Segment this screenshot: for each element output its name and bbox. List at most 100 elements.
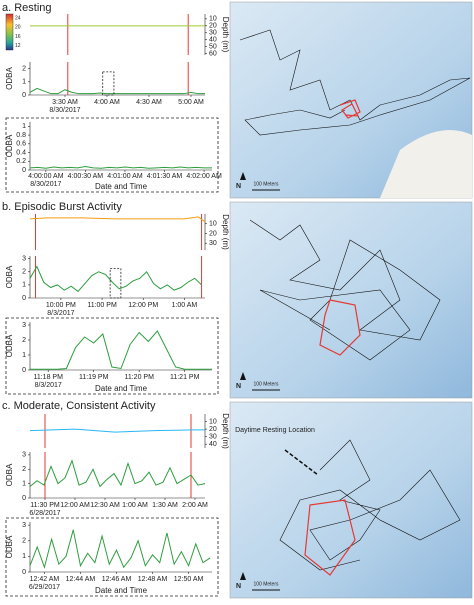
y-tick-label: 10 xyxy=(209,16,217,23)
data-line xyxy=(30,330,212,370)
date-label: 8/30/2017 xyxy=(49,107,80,114)
x-tick-label: 5:00 AM xyxy=(178,99,204,106)
y-tick-label: 0.4 xyxy=(16,149,26,156)
resting-track xyxy=(339,99,361,119)
x-tick-label: 12:44 AM xyxy=(66,576,96,583)
y-axis-label: Depth (m) xyxy=(221,214,230,250)
date-label: 8/3/2017 xyxy=(35,382,62,389)
y-tick-label: 30 xyxy=(209,30,217,37)
y-tick-label: 30 xyxy=(209,240,217,247)
data-line xyxy=(29,459,206,488)
x-tick-label: 3:30 AM xyxy=(52,99,78,106)
map-c xyxy=(229,401,473,599)
land xyxy=(380,130,472,198)
y-tick-label: 0 xyxy=(22,569,26,576)
x-axis-label: Date and Time xyxy=(95,182,148,191)
y-tick-label: 0 xyxy=(22,92,26,99)
y-tick-label: 3 xyxy=(22,522,26,529)
y-tick-label: 1 xyxy=(22,282,26,289)
map-b xyxy=(229,201,473,399)
y-tick-label: 1 xyxy=(22,123,26,130)
y-tick-label: 3 xyxy=(22,255,26,262)
x-tick-label: 4:00:00 AM xyxy=(28,173,64,180)
date-label: 6/28/2017 xyxy=(29,510,60,517)
x-tick-label: 4:02:00 AM xyxy=(186,173,222,180)
scale-label: 100 Meters xyxy=(253,581,279,587)
x-tick-label: 12:46 AM xyxy=(102,576,132,583)
y-tick-label: 10 xyxy=(209,418,217,425)
x-tick-label: 4:30 AM xyxy=(136,99,162,106)
y-tick-label: 1 xyxy=(22,553,26,560)
x-tick-label: 4:01:00 AM xyxy=(107,173,143,180)
x-tick-label: 12:48 AM xyxy=(138,576,168,583)
north-arrow xyxy=(240,372,246,380)
y-axis-label: ODBA xyxy=(5,535,14,558)
y-tick-label: 20 xyxy=(209,426,217,433)
x-tick-label: 12:00 AM xyxy=(60,502,90,509)
data-line xyxy=(29,265,202,293)
x-tick-label: 4:00 AM xyxy=(94,99,120,106)
x-tick-label: 4:01:30 AM xyxy=(147,173,183,180)
date-label: 8/30/2017 xyxy=(30,181,61,188)
y-tick-label: 1 xyxy=(22,480,26,487)
y-tick-label: 2 xyxy=(22,538,26,545)
core-area xyxy=(304,499,356,576)
y-tick-label: 40 xyxy=(209,37,217,44)
x-tick-label: 11:30 PM xyxy=(30,502,60,509)
y-tick-label: 60 xyxy=(209,50,217,57)
y-tick-label: 1 xyxy=(22,79,26,86)
y-tick-label: 0.6 xyxy=(16,141,26,148)
track xyxy=(239,29,471,136)
y-tick-label: 2 xyxy=(22,65,26,72)
y-tick-label: 1 xyxy=(22,352,26,359)
y-axis-label: ODBA xyxy=(5,463,14,486)
x-tick-label: 1:00 AM xyxy=(172,302,198,309)
x-tick-label: 1:30 AM xyxy=(152,502,178,509)
colorbar xyxy=(5,13,14,51)
y-tick-label: 20 xyxy=(209,23,217,30)
x-tick-label: 12:00 PM xyxy=(128,302,158,309)
inset-frame xyxy=(5,517,219,597)
y-tick-label: 2 xyxy=(22,337,26,344)
panel-title: c. Moderate, Consistent Activity xyxy=(2,400,156,412)
north-arrow xyxy=(240,172,246,180)
y-tick-label: 0.8 xyxy=(16,132,26,139)
y-tick-label: 0 xyxy=(22,367,26,374)
data-line xyxy=(29,87,205,95)
y-tick-label: 0 xyxy=(22,295,26,302)
data-line xyxy=(29,216,206,223)
y-tick-label: 0 xyxy=(22,495,26,502)
panel-title: a. Resting xyxy=(2,2,52,14)
date-label: 8/3/2017 xyxy=(47,310,74,317)
core-area xyxy=(319,299,361,356)
inset-window xyxy=(109,268,122,299)
x-axis-label: Date and Time xyxy=(95,384,148,393)
inset-window xyxy=(102,71,115,96)
x-tick-label: 11:18 PM xyxy=(33,374,63,381)
y-tick-label: 30 xyxy=(209,434,217,441)
x-tick-label: 11:19 PM xyxy=(79,374,109,381)
y-axis-label: ODBA xyxy=(5,265,14,288)
x-tick-label: 1:00 AM xyxy=(122,502,148,509)
y-tick-label: 3 xyxy=(22,322,26,329)
x-tick-label: 4:00:30 AM xyxy=(68,173,104,180)
x-axis-label: Date and Time xyxy=(95,586,148,595)
maps: Daytime Resting Location xyxy=(229,1,473,599)
track xyxy=(249,219,441,361)
y-axis-label: ODBA xyxy=(5,334,14,357)
y-axis-label: Depth (m) xyxy=(221,17,230,53)
colorbar-label: 24 xyxy=(15,15,21,21)
x-tick-label: 11:21 PM xyxy=(170,374,200,381)
y-tick-label: 50 xyxy=(209,44,217,51)
north-arrow xyxy=(240,572,246,580)
x-tick-label: 11:00 PM xyxy=(87,302,117,309)
y-tick-label: 0 xyxy=(22,167,26,174)
y-tick-label: 20 xyxy=(209,230,217,237)
y-tick-label: 40 xyxy=(209,441,217,448)
x-tick-label: 12:42 AM xyxy=(30,576,60,583)
y-tick-label: 2 xyxy=(22,269,26,276)
inset-frame xyxy=(5,317,219,395)
colorbar-label: 12 xyxy=(15,43,21,49)
x-tick-label: 12:50 AM xyxy=(174,576,204,583)
